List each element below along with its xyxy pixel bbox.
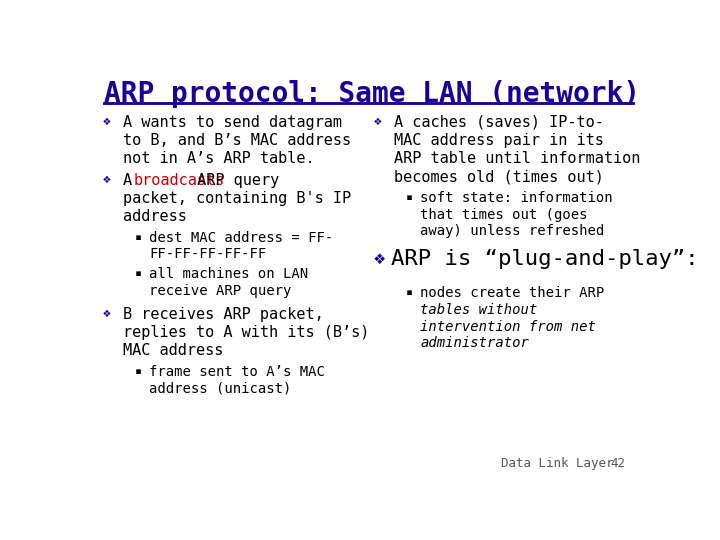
Text: MAC address pair in its: MAC address pair in its	[394, 133, 603, 148]
Text: A caches (saves) IP-to-: A caches (saves) IP-to-	[394, 115, 603, 130]
Text: replies to A with its (B’s): replies to A with its (B’s)	[122, 325, 369, 340]
Text: soft state: information: soft state: information	[420, 191, 613, 205]
Text: address: address	[122, 210, 186, 225]
Text: MAC address: MAC address	[122, 343, 223, 358]
Text: away) unless refreshed: away) unless refreshed	[420, 225, 604, 238]
Text: FF-FF-FF-FF-FF: FF-FF-FF-FF-FF	[149, 247, 266, 261]
Text: broadcasts: broadcasts	[133, 173, 225, 188]
Text: to B, and B’s MAC address: to B, and B’s MAC address	[122, 133, 351, 148]
Text: not in A’s ARP table.: not in A’s ARP table.	[122, 151, 314, 166]
Text: A wants to send datagram: A wants to send datagram	[122, 115, 341, 130]
Text: address (unicast): address (unicast)	[149, 381, 292, 395]
Text: ARP is “plug-and-play”:: ARP is “plug-and-play”:	[391, 249, 698, 269]
Text: Data Link Layer: Data Link Layer	[500, 457, 613, 470]
Text: ❖: ❖	[374, 115, 382, 128]
Text: becomes old (times out): becomes old (times out)	[394, 170, 603, 185]
Text: ❖: ❖	[102, 173, 110, 186]
Text: packet, containing B's IP: packet, containing B's IP	[122, 191, 351, 206]
Text: ARP table until information: ARP table until information	[394, 151, 640, 166]
Text: dest MAC address = FF-: dest MAC address = FF-	[149, 231, 333, 245]
Text: ARP protocol: Same LAN (network): ARP protocol: Same LAN (network)	[104, 80, 640, 108]
Text: ▪: ▪	[406, 191, 413, 204]
Text: ❖: ❖	[374, 249, 385, 268]
Text: all machines on LAN: all machines on LAN	[149, 267, 308, 281]
Text: ▪: ▪	[135, 364, 142, 377]
Text: ▪: ▪	[135, 267, 142, 280]
Text: intervention from net: intervention from net	[420, 320, 596, 334]
Text: A: A	[122, 173, 141, 188]
Text: nodes create their ARP: nodes create their ARP	[420, 286, 604, 300]
Text: ❖: ❖	[102, 307, 110, 320]
Text: receive ARP query: receive ARP query	[149, 284, 292, 298]
Text: administrator: administrator	[420, 336, 529, 350]
Text: frame sent to A’s MAC: frame sent to A’s MAC	[149, 364, 325, 379]
Text: B receives ARP packet,: B receives ARP packet,	[122, 307, 323, 321]
Text: 42: 42	[611, 457, 626, 470]
Text: ARP query: ARP query	[188, 173, 279, 188]
Text: that times out (goes: that times out (goes	[420, 208, 588, 222]
Text: tables without: tables without	[420, 303, 537, 317]
Text: ❖: ❖	[102, 115, 110, 128]
Text: ▪: ▪	[406, 286, 413, 299]
Text: ▪: ▪	[135, 231, 142, 244]
